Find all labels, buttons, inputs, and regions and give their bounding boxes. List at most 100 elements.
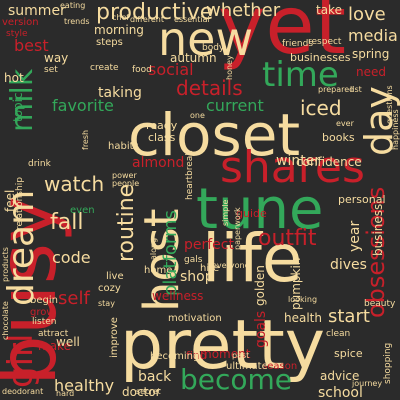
word-steps: steps <box>96 37 123 48</box>
word-new: new <box>158 12 254 66</box>
word-attract: attract <box>38 329 69 339</box>
word-paperwork: paperwork <box>233 207 242 250</box>
word-winter: winter <box>276 153 321 169</box>
word-friends: friends <box>282 39 314 49</box>
word-taking: taking <box>98 85 142 101</box>
word-body: body <box>202 43 225 53</box>
word-social: social <box>148 60 194 79</box>
word-life: life <box>202 220 303 297</box>
word-motivation: motivation <box>168 313 222 324</box>
word-fresh: fresh <box>81 129 90 150</box>
word-make: make <box>38 339 71 353</box>
word-chocolate: chocolate <box>1 301 10 340</box>
word-shares: shares <box>220 142 365 193</box>
word-current: current <box>206 96 264 115</box>
word-goals: goals <box>253 310 269 348</box>
word-outfit: outfit <box>258 226 317 251</box>
word-simple: simple <box>221 199 230 226</box>
word-one: one <box>190 111 205 120</box>
word-personal: personal <box>338 193 386 206</box>
word-grow: grow <box>30 307 55 318</box>
word-begin: begin <box>30 295 58 306</box>
word-class: class <box>148 131 176 144</box>
word-find: find <box>186 349 207 362</box>
word-almond: almond <box>132 155 185 171</box>
word-gals: gals <box>184 255 203 265</box>
word-food: food <box>132 65 152 75</box>
word-hire: hire <box>200 263 220 274</box>
word-dives: dives <box>330 257 367 273</box>
word-ready: ready <box>146 119 178 132</box>
word-shopping: shopping <box>383 342 393 384</box>
word-everyone: everyone <box>212 261 250 270</box>
word-version: version <box>2 17 39 28</box>
word-shop: shop <box>180 269 214 285</box>
word-golden: golden <box>253 265 267 306</box>
word-back: back <box>138 369 172 385</box>
word-hot: hot <box>4 71 24 85</box>
word-way: way <box>44 51 69 65</box>
word-healthy: healthy <box>54 376 115 395</box>
word-wellness: wellness <box>152 289 204 303</box>
word-relationship: relationship <box>15 177 25 230</box>
word-watch: watch <box>44 172 105 196</box>
word-style: style <box>6 29 28 39</box>
word-whether: whether <box>206 0 281 21</box>
word-prepared: prepared <box>318 85 355 94</box>
word-summer: summer <box>8 3 66 19</box>
word-clean: clean <box>326 329 351 339</box>
word-spice: spice <box>334 347 363 360</box>
word-businesses: businesses <box>290 51 351 64</box>
word-year: year <box>347 220 363 252</box>
word-spring: spring <box>352 47 390 61</box>
word-productive: productive <box>96 0 214 25</box>
word-doctor: doctor <box>122 385 161 399</box>
word-live: live <box>106 271 124 282</box>
word-improve: improve <box>109 317 120 358</box>
word-platforms: platforms <box>160 210 181 296</box>
word-home: home <box>144 265 173 276</box>
word-chef: chef <box>112 13 130 22</box>
word-self: self <box>58 288 90 309</box>
word-beauty: beauty <box>364 299 396 309</box>
word-secret: secret <box>136 387 161 396</box>
word-become: become <box>180 363 293 396</box>
word-drink: drink <box>28 159 51 169</box>
word-girl: girl <box>1 333 41 388</box>
word-create: create <box>90 63 119 73</box>
word-honey: honey <box>225 55 234 80</box>
word-people: people <box>112 179 140 188</box>
word-hard: hard <box>56 389 75 398</box>
word-iced: iced <box>300 96 342 120</box>
word-perfect: perfect <box>184 237 234 253</box>
word-heartbreak: heartbreak <box>185 150 195 200</box>
word-products: products <box>1 247 10 282</box>
word-yet: yet <box>218 0 346 72</box>
word-media: media <box>348 26 398 45</box>
word-topic: topic <box>11 92 25 122</box>
word-need: need <box>356 65 386 79</box>
word-business: business <box>371 203 385 256</box>
word-autumn: autumn <box>170 51 217 65</box>
word-list: list <box>350 85 362 94</box>
word-books: books <box>322 131 355 144</box>
word-listen: listen <box>32 317 57 327</box>
word-fall: fall <box>50 210 84 235</box>
word-ultimate: ultimate <box>226 361 268 372</box>
word-moment: moment <box>200 347 251 361</box>
word-cozy: cozy <box>98 283 121 294</box>
word-even: even <box>70 205 95 216</box>
word-journey: journey <box>352 379 383 388</box>
word-happiness: happiness <box>391 109 400 150</box>
word-ever: ever <box>336 119 354 128</box>
word-routine: routine <box>114 183 139 262</box>
word-confidence: confidence <box>296 155 362 169</box>
word-love: love <box>348 4 386 25</box>
word-becoming: becoming <box>150 351 200 362</box>
word-best: best <box>14 36 49 55</box>
word-school: school <box>318 385 363 400</box>
word-tune: tune <box>196 177 324 242</box>
word-time: time <box>262 55 339 95</box>
word-pretty: pretty <box>120 306 326 385</box>
